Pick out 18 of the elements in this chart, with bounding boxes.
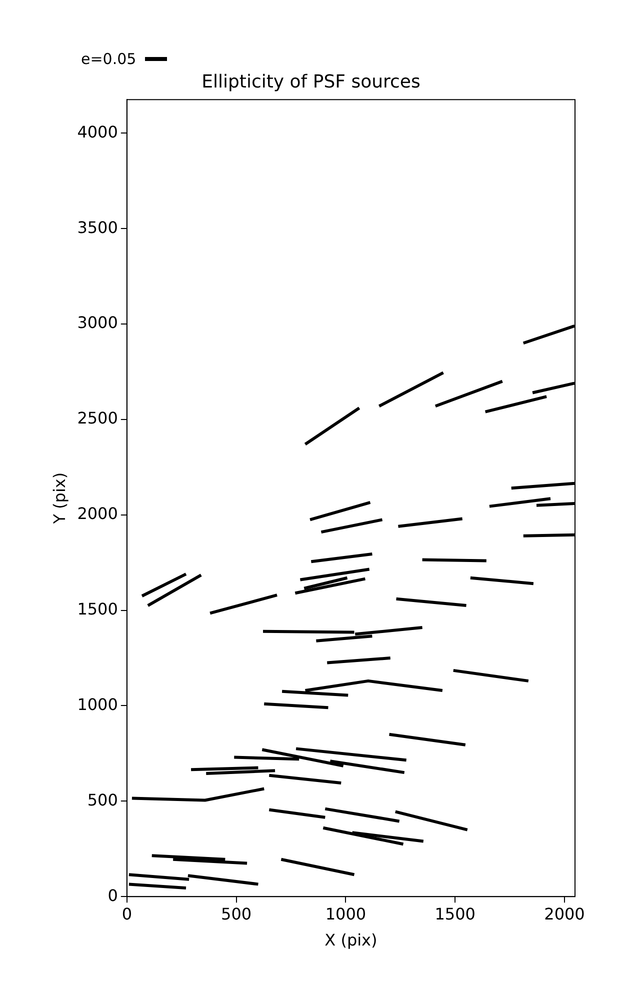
y-tick-label: 2000 xyxy=(77,504,118,524)
y-tick-label: 3000 xyxy=(77,313,118,332)
x-axis-title: X (pix) xyxy=(324,930,378,950)
y-tick-label: 500 xyxy=(87,790,118,810)
chart-title: Ellipticity of PSF sources xyxy=(202,71,420,92)
y-tick-label: 4000 xyxy=(77,122,118,142)
text: e=0.05 xyxy=(81,50,136,68)
y-axis-title: Y (pix) xyxy=(50,472,69,525)
x-tick-label: 1500 xyxy=(434,904,476,924)
y-tick-label: 3500 xyxy=(77,218,118,237)
y-tick-label: 1000 xyxy=(77,694,118,714)
x-tick-label: 2000 xyxy=(544,904,585,924)
y-tick-label: 0 xyxy=(108,886,118,905)
x-tick-label: 1000 xyxy=(325,904,366,924)
y-tick-label: 1500 xyxy=(77,599,118,618)
y-tick-label: 2500 xyxy=(77,408,118,428)
x-tick-label: 0 xyxy=(122,904,132,924)
x-tick-label: 500 xyxy=(221,904,252,924)
